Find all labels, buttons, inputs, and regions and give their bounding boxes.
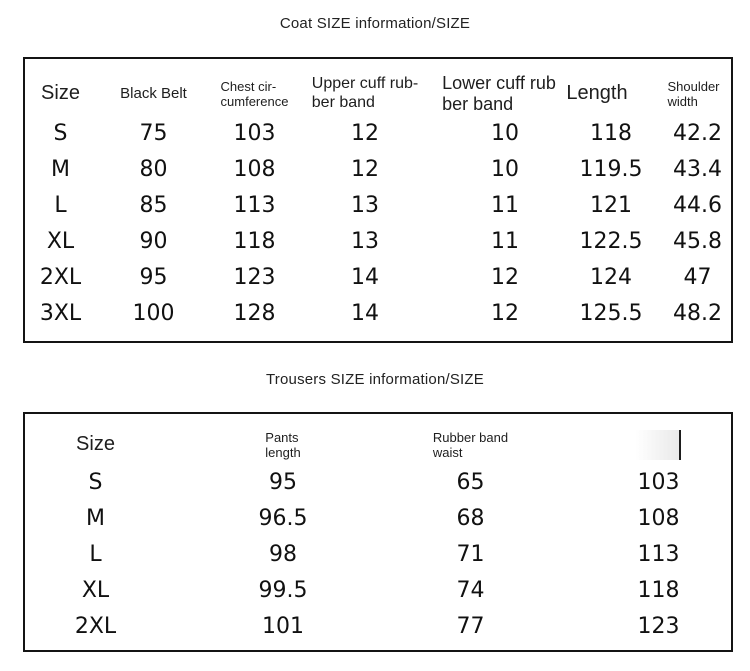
- table-cell: 75: [139, 120, 168, 146]
- coat-header-length: Length: [566, 82, 628, 105]
- table-cell: 98: [269, 541, 297, 567]
- table-cell: 118: [637, 577, 680, 603]
- table-cell: 71: [456, 541, 485, 567]
- coat-row-xl: XL 90 118 13 11 122.5 45.8: [25, 223, 731, 259]
- table-cell: 123: [637, 613, 680, 639]
- header-label: Pants length: [265, 429, 301, 460]
- coat-header-lower-cuff-rubber-band: Lower cuff rub ber band: [432, 59, 566, 115]
- table-cell: 77: [456, 613, 485, 639]
- table-cell: 123: [233, 264, 276, 290]
- table-cell: 45.8: [673, 228, 722, 254]
- header-label: Rubber band waist: [432, 429, 509, 460]
- trousers-table-title: Trousers SIZE information/SIZE: [265, 371, 484, 388]
- table-cell: 85: [139, 192, 168, 218]
- table-cell: 128: [233, 300, 276, 326]
- header-label: Upper cuff rub- ber band: [311, 75, 419, 112]
- table-cell: 103: [637, 469, 680, 495]
- trousers-header-row: Size Pants length Rubber band waist: [25, 414, 731, 464]
- table-cell: 122.5: [579, 228, 643, 254]
- header-label: Shoulder width: [667, 78, 720, 110]
- coat-header-size: Size: [41, 82, 80, 105]
- table-cell: 48.2: [673, 300, 722, 326]
- table-cell: 12: [351, 120, 379, 146]
- trousers-row-l: L 98 71 113: [25, 536, 731, 572]
- table-cell: 68: [456, 505, 485, 531]
- table-cell: L: [89, 541, 102, 567]
- table-cell: 12: [491, 264, 519, 290]
- table-cell: 118: [590, 120, 632, 146]
- table-cell: 11: [491, 228, 519, 254]
- trousers-header-size: Size: [76, 433, 115, 456]
- table-cell: 14: [351, 264, 379, 290]
- trousers-row-2xl: 2XL 101 77 123: [25, 608, 731, 644]
- table-cell: 3XL: [39, 300, 82, 326]
- table-cell: S: [53, 120, 68, 146]
- table-cell: 90: [139, 228, 168, 254]
- table-cell: 14: [351, 300, 379, 326]
- coat-size-table: Size Black Belt Chest cir- cumference Up…: [23, 57, 733, 343]
- table-cell: 101: [262, 613, 304, 639]
- table-cell: 121: [590, 192, 632, 218]
- table-cell: 10: [491, 156, 519, 182]
- trousers-row-m: M 96.5 68 108: [25, 500, 731, 536]
- table-cell: 100: [132, 300, 175, 326]
- table-cell: 95: [269, 469, 297, 495]
- table-cell: 13: [351, 228, 379, 254]
- table-cell: 12: [491, 300, 519, 326]
- table-cell: 113: [233, 192, 276, 218]
- table-cell: L: [54, 192, 67, 218]
- table-cell: 65: [456, 469, 485, 495]
- table-cell: M: [86, 505, 105, 531]
- table-cell: 10: [491, 120, 519, 146]
- table-cell: 103: [233, 120, 276, 146]
- table-cell: 108: [637, 505, 680, 531]
- table-cell: XL: [81, 577, 110, 603]
- table-cell: 13: [351, 192, 379, 218]
- table-cell: 11: [491, 192, 519, 218]
- table-cell: 95: [139, 264, 168, 290]
- table-cell: 96.5: [258, 505, 308, 531]
- table-cell: 43.4: [673, 156, 722, 182]
- table-cell: 113: [637, 541, 680, 567]
- coat-header-chest-circumference: Chest cir- cumference: [211, 59, 298, 115]
- table-cell: 124: [590, 264, 632, 290]
- table-cell: 118: [233, 228, 276, 254]
- coat-row-s: S 75 103 12 10 118 42.2: [25, 115, 731, 151]
- coat-row-2xl: 2XL 95 123 14 12 124 47: [25, 259, 731, 295]
- trousers-size-table: Size Pants length Rubber band waist S 95…: [23, 412, 733, 652]
- table-cell: 80: [139, 156, 168, 182]
- table-cell: 125.5: [579, 300, 643, 326]
- coat-header-row: Size Black Belt Chest cir- cumference Up…: [25, 59, 731, 115]
- coat-row-l: L 85 113 13 11 121 44.6: [25, 187, 731, 223]
- table-cell: 108: [233, 156, 276, 182]
- table-cell: M: [51, 156, 70, 182]
- header-label: Chest cir- cumference: [220, 78, 289, 110]
- trousers-row-xl: XL 99.5 74 118: [25, 572, 731, 608]
- table-cell: 99.5: [258, 577, 308, 603]
- trousers-header-pants-length: Pants length: [166, 414, 400, 464]
- table-cell: S: [88, 469, 103, 495]
- coat-header-shoulder-width: Shoulder width: [656, 59, 731, 115]
- coat-header-black-belt: Black Belt: [120, 85, 187, 103]
- coat-table-title: Coat SIZE information/SIZE: [279, 15, 471, 32]
- table-cell: 44.6: [673, 192, 722, 218]
- header-label: Lower cuff rub ber band: [442, 73, 556, 115]
- table-cell: 2XL: [74, 613, 117, 639]
- table-cell: XL: [46, 228, 75, 254]
- table-cell: 12: [351, 156, 379, 182]
- table-cell: 119.5: [579, 156, 643, 182]
- table-cell: 74: [456, 577, 485, 603]
- trousers-header-rubber-band-waist: Rubber band waist: [400, 414, 541, 464]
- coat-row-m: M 80 108 12 10 119.5 43.4: [25, 151, 731, 187]
- trousers-row-s: S 95 65 103: [25, 464, 731, 500]
- text-cursor: [635, 430, 681, 460]
- table-cell: 42.2: [673, 120, 722, 146]
- coat-header-upper-cuff-rubber-band: Upper cuff rub- ber band: [298, 59, 432, 115]
- table-cell: 2XL: [39, 264, 82, 290]
- table-cell: 47: [683, 264, 712, 290]
- coat-row-3xl: 3XL 100 128 14 12 125.5 48.2: [25, 295, 731, 331]
